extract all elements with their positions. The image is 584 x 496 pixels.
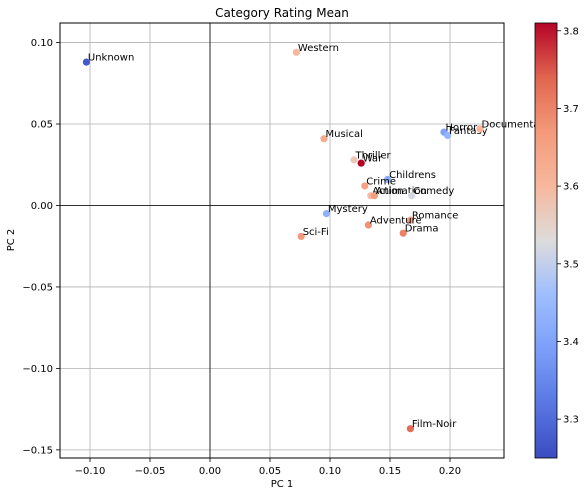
scatter-point — [322, 210, 330, 218]
y-tick-label: 0.05 — [31, 120, 53, 131]
point-label: Musical — [326, 129, 363, 140]
point-label: War — [363, 154, 383, 165]
chart-title: Category Rating Mean — [215, 6, 349, 20]
y-tick-label: −0.10 — [22, 364, 53, 375]
point-label: Childrens — [389, 170, 436, 181]
point-label: Romance — [412, 211, 458, 222]
grid-lines — [60, 23, 504, 458]
plot-frame — [59, 22, 505, 459]
zero-lines — [60, 23, 504, 458]
scatter-point — [292, 48, 300, 56]
point-label: Thriller — [355, 150, 392, 161]
y-tick-label: 0.00 — [31, 201, 53, 212]
scatter-point — [408, 192, 416, 200]
x-tick-label: 0.00 — [199, 466, 221, 477]
scatter-point — [476, 125, 484, 133]
y-tick-label: −0.05 — [22, 282, 53, 293]
x-axis-ticks: −0.10 −0.05 0.00 0.05 0.10 0.15 0.20 — [75, 458, 461, 477]
scatter-point — [406, 425, 414, 433]
point-label: Adventure — [370, 216, 422, 227]
y-tick-label: −0.15 — [22, 445, 53, 456]
point-label: Sci-Fi — [303, 227, 329, 238]
scatter-point — [82, 58, 90, 66]
scatter-point — [364, 221, 372, 229]
x-tick-label: 0.20 — [439, 466, 461, 477]
colorbar-tick-label: 3.8 — [563, 26, 579, 37]
scatter-point — [361, 182, 369, 190]
scatter-point — [399, 229, 407, 237]
colorbar-tick-label: 3.3 — [563, 415, 579, 426]
point-label: Crime — [366, 176, 396, 187]
scatter-point — [357, 159, 365, 167]
colorbar-tick-label: 3.6 — [563, 182, 579, 193]
scatter-point — [320, 135, 328, 143]
point-label: Documentary — [482, 119, 550, 130]
colorbar-ticks: 3.3 3.4 3.5 3.6 3.7 3.8 — [557, 26, 579, 426]
scatter-point — [370, 192, 378, 200]
x-tick-label: −0.05 — [135, 466, 166, 477]
point-label: Drama — [405, 224, 439, 235]
point-label: Comedy — [413, 186, 454, 197]
y-axis-title: PC 2 — [6, 229, 17, 252]
colorbar-tick-label: 3.5 — [563, 259, 579, 270]
colorbar — [534, 22, 558, 459]
scatter-point — [444, 131, 452, 140]
x-tick-label: 0.10 — [319, 466, 341, 477]
scatter-point — [350, 156, 358, 164]
point-label: Mystery — [328, 204, 368, 215]
x-tick-label: −0.10 — [75, 466, 106, 477]
point-label: Western — [298, 43, 339, 54]
point-label: Horror — [446, 123, 479, 134]
colorbar-tick-label: 3.4 — [563, 337, 579, 348]
scatter-point — [384, 175, 392, 184]
point-label: Unknown — [88, 53, 134, 64]
point-label: Fantasy — [449, 126, 488, 137]
y-axis-ticks: 0.10 0.05 0.00 −0.05 −0.10 −0.15 — [22, 38, 60, 456]
scatter-point — [406, 216, 414, 224]
point-label: Film-Noir — [412, 419, 457, 430]
colorbar-tick-label: 3.7 — [563, 104, 579, 115]
point-label: Animation — [376, 186, 427, 197]
x-tick-label: 0.05 — [259, 466, 281, 477]
scatter-point — [297, 232, 305, 241]
x-tick-label: 0.15 — [379, 466, 401, 477]
x-axis-title: PC 1 — [271, 479, 294, 490]
point-label: Action — [372, 186, 403, 197]
y-tick-label: 0.10 — [31, 38, 53, 49]
